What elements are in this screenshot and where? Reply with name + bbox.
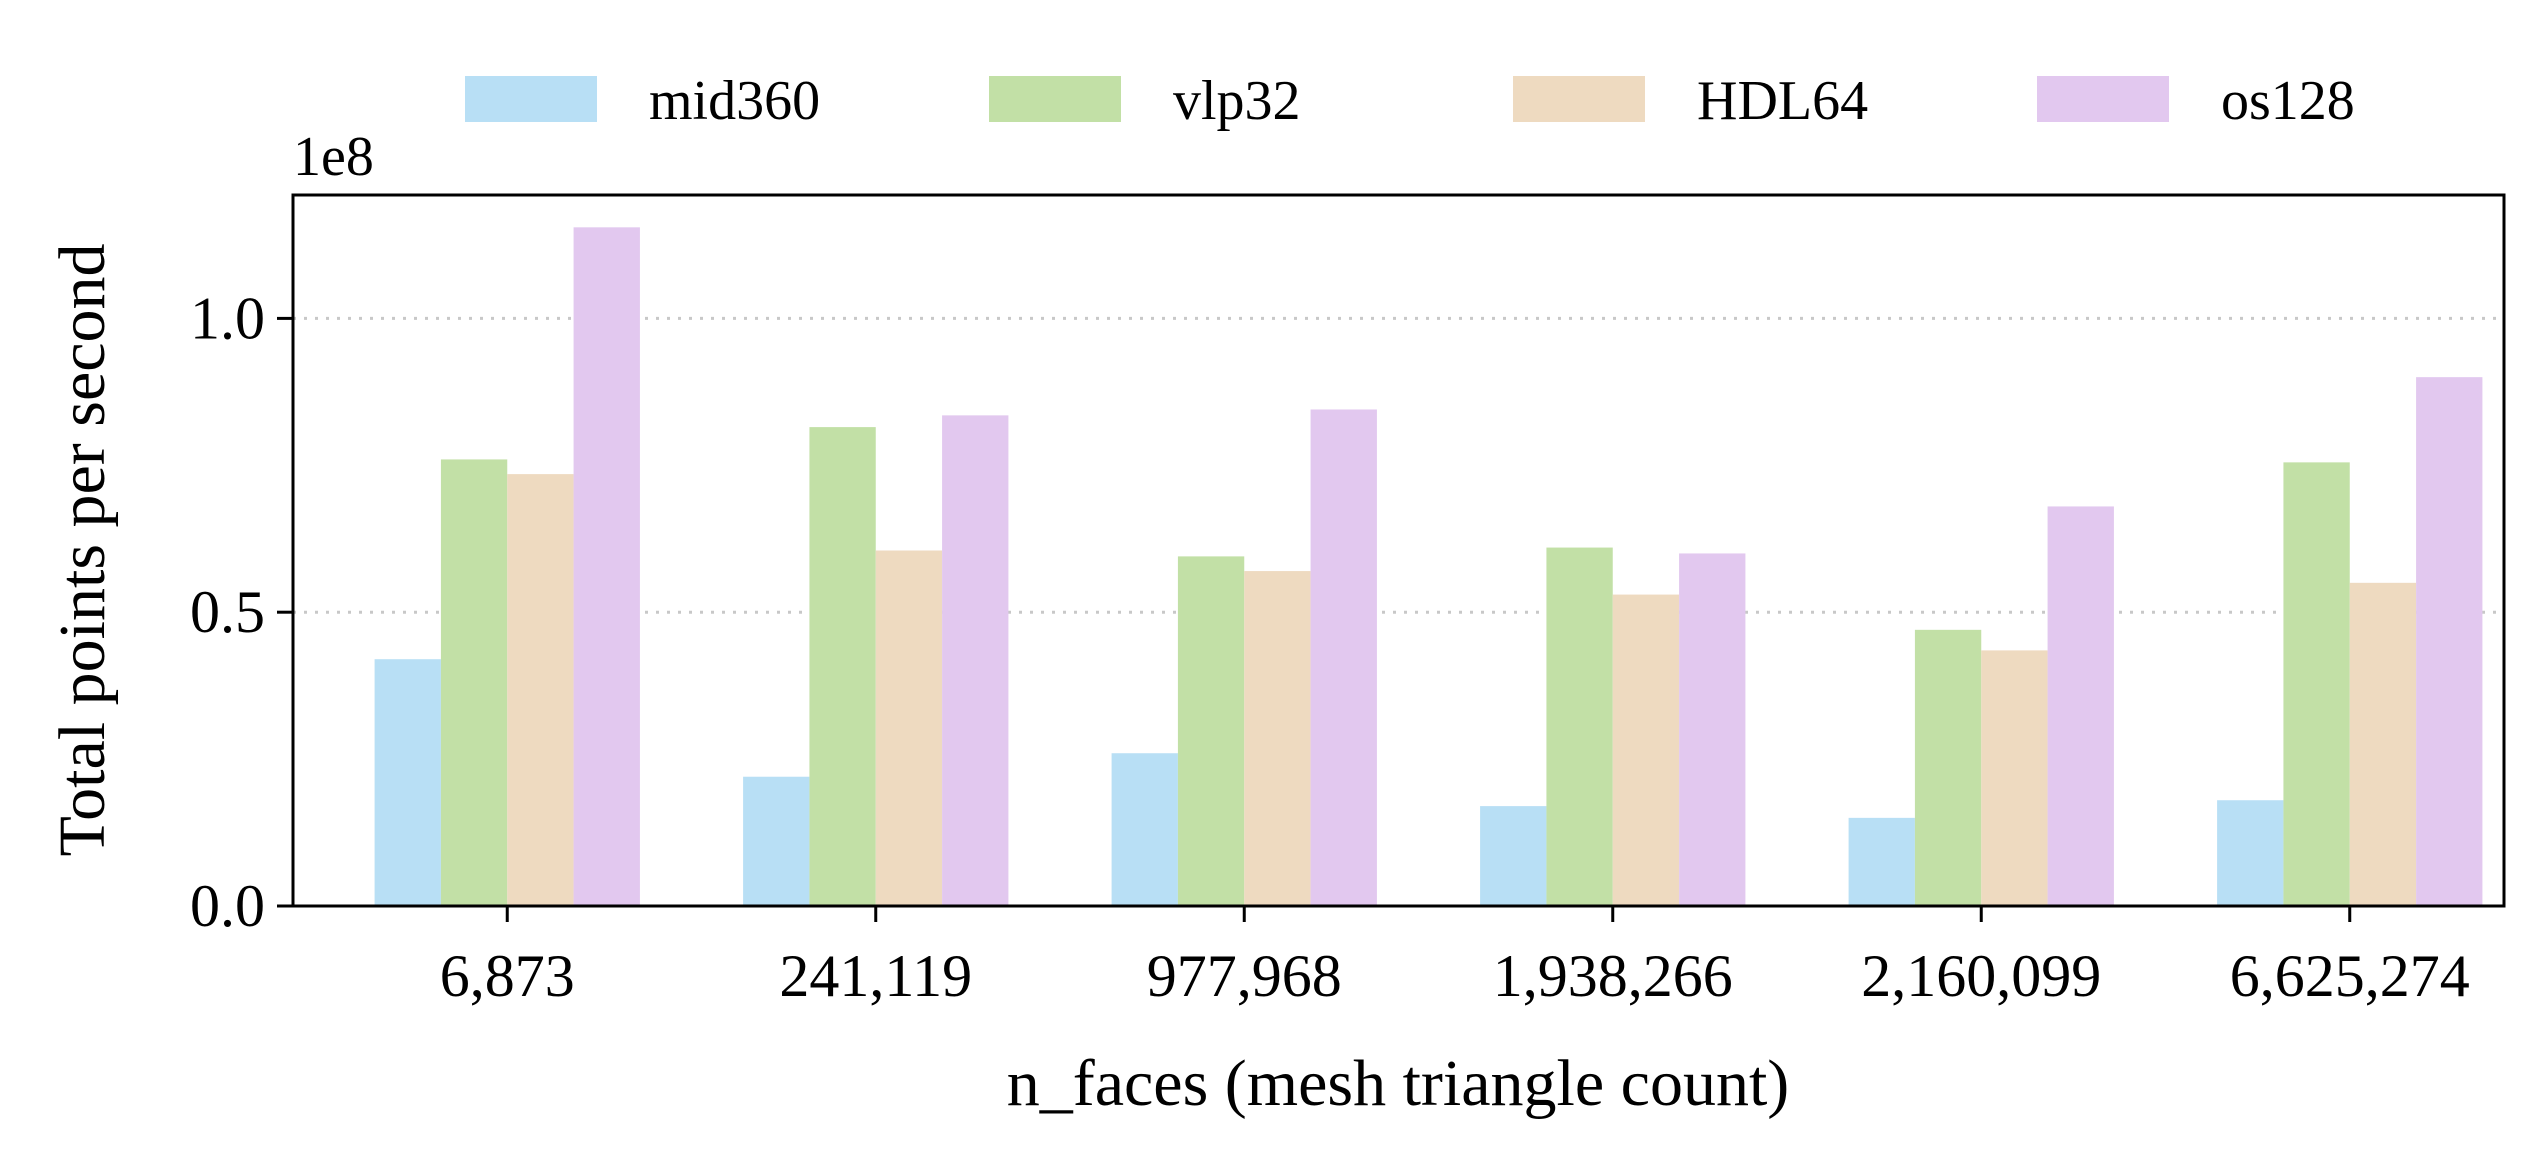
- x-axis-title: n_faces (mesh triangle count): [1007, 1047, 1790, 1120]
- bar-vlp32-3: [1546, 547, 1613, 906]
- bar-HDL64-0: [507, 474, 574, 906]
- series-HDL64: [507, 474, 2417, 906]
- series-vlp32: [440, 427, 2350, 906]
- y-tick-label: 0.0: [190, 873, 265, 939]
- bar-os128-2: [1310, 409, 1377, 906]
- bar-vlp32-1: [809, 427, 876, 906]
- y-axis-title: Total points per second: [46, 243, 119, 856]
- bar-os128-4: [2047, 506, 2114, 906]
- bar-os128-0: [573, 227, 640, 906]
- y-tick-label: 0.5: [190, 579, 265, 645]
- bar-os128-1: [942, 415, 1009, 906]
- legend-swatch: [989, 76, 1121, 122]
- legend-item-mid360: mid360: [465, 70, 820, 132]
- series-os128: [573, 227, 2483, 907]
- bar-HDL64-4: [1981, 650, 2048, 906]
- legend-item-HDL64: HDL64: [1513, 70, 1868, 132]
- bar-mid360-4: [1848, 817, 1915, 906]
- legend-label: mid360: [649, 70, 820, 132]
- y-axis-ticks: 0.0 0.5 1.0: [190, 285, 293, 939]
- bar-mid360-2: [1111, 753, 1178, 906]
- bar-vlp32-4: [1914, 629, 1982, 906]
- series-mid360: [374, 659, 2284, 906]
- bar-vlp32-0: [440, 459, 508, 906]
- bars: [374, 227, 2483, 907]
- x-tick-label: 6,873: [440, 943, 575, 1009]
- legend-swatch: [2037, 76, 2169, 122]
- legend-item-os128: os128: [2037, 70, 2355, 132]
- legend: mid360 vlp32 HDL64 os128: [465, 70, 2355, 132]
- legend-swatch: [465, 76, 597, 122]
- x-tick-label: 2,160,099: [1861, 943, 2101, 1009]
- bar-mid360-3: [1480, 806, 1547, 906]
- legend-swatch: [1513, 76, 1645, 122]
- legend-label: os128: [2221, 70, 2355, 132]
- bar-HDL64-3: [1612, 594, 1680, 906]
- bar-vlp32-5: [2283, 462, 2350, 906]
- bar-HDL64-2: [1244, 571, 1311, 906]
- x-axis-ticks: 6,873 241,119 977,968 1,938,266 2,160,099 6,6…: [440, 906, 2470, 1009]
- plot-frame: [291, 193, 2506, 908]
- bar-HDL64-5: [2349, 582, 2417, 906]
- y-tick-label: 1.0: [190, 285, 265, 351]
- legend-label: HDL64: [1697, 70, 1868, 132]
- bar-mid360-1: [743, 776, 810, 906]
- x-tick-label: 241,119: [779, 943, 972, 1009]
- x-tick-label: 1,938,266: [1493, 943, 1733, 1009]
- x-tick-label: 977,968: [1147, 943, 1342, 1009]
- legend-item-vlp32: vlp32: [989, 70, 1301, 132]
- y-axis-offset-label: 1e8: [293, 126, 374, 188]
- x-tick-label: 6,625,274: [2230, 943, 2470, 1009]
- bar-vlp32-2: [1177, 556, 1245, 906]
- bar-HDL64-1: [875, 550, 943, 906]
- bar-os128-3: [1679, 553, 1746, 906]
- legend-label: vlp32: [1173, 70, 1301, 132]
- bar-os128-5: [2416, 377, 2483, 907]
- bar-mid360-5: [2217, 800, 2284, 906]
- bar-mid360-0: [374, 659, 441, 906]
